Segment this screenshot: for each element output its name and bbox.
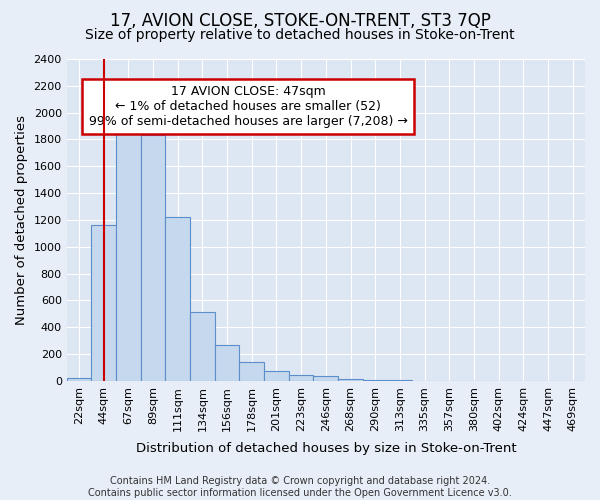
Bar (338, 379, 363, 381)
Text: Contains HM Land Registry data © Crown copyright and database right 2024.
Contai: Contains HM Land Registry data © Crown c… (88, 476, 512, 498)
Y-axis label: Number of detached properties: Number of detached properties (15, 115, 28, 325)
Bar (363, 380, 388, 381)
Bar (141, 136, 166, 381)
Bar (67, 378, 91, 381)
Bar (91, 226, 116, 381)
Bar (239, 362, 264, 381)
Text: 17, AVION CLOSE, STOKE-ON-TRENT, ST3 7QP: 17, AVION CLOSE, STOKE-ON-TRENT, ST3 7QP (110, 12, 490, 30)
Bar (289, 375, 313, 381)
Bar (313, 376, 338, 381)
Text: 17 AVION CLOSE: 47sqm
← 1% of detached houses are smaller (52)
99% of semi-detac: 17 AVION CLOSE: 47sqm ← 1% of detached h… (89, 85, 407, 128)
Bar (166, 216, 190, 381)
Bar (116, 120, 141, 381)
Text: Size of property relative to detached houses in Stoke-on-Trent: Size of property relative to detached ho… (85, 28, 515, 42)
Bar (388, 380, 412, 381)
X-axis label: Distribution of detached houses by size in Stoke-on-Trent: Distribution of detached houses by size … (136, 442, 516, 455)
Bar (190, 312, 215, 381)
Bar (215, 346, 239, 381)
Bar (264, 371, 289, 381)
